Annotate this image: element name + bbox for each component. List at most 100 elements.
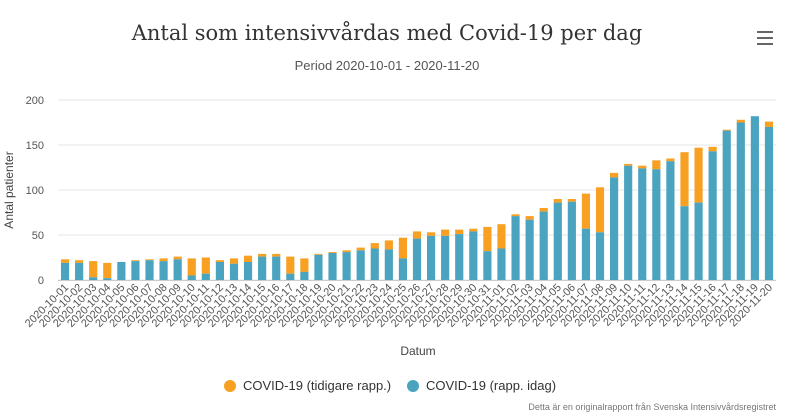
x-axis-title: Datum [400,344,435,358]
y-axis-title: Antal patienter [2,151,16,228]
bar-tidigare-rapp [483,226,492,252]
bar-tidigare-rapp [272,253,281,257]
bar-tidigare-rapp [525,216,534,220]
legend-item-idag[interactable]: COVID-19 (rapp. idag) [407,378,556,393]
bar-tidigare-rapp [356,247,365,251]
bar-rapp-idag [412,238,422,280]
bar-tidigare-rapp [680,152,689,207]
bar-rapp-idag [356,250,365,280]
bar-tidigare-rapp [610,172,619,178]
bar-tidigare-rapp [553,199,562,203]
bar-tidigare-rapp [455,229,464,235]
bar-rapp-idag [652,169,661,280]
bar-tidigare-rapp [300,258,309,272]
bar-tidigare-rapp [159,258,168,262]
bar-rapp-idag [610,177,619,280]
y-tick-label: 150 [26,140,44,152]
bar-tidigare-rapp [469,228,478,232]
bar-tidigare-rapp [666,158,675,162]
bar-tidigare-rapp [638,165,647,169]
bar-tidigare-rapp [595,187,605,233]
bar-tidigare-rapp [652,160,661,170]
bar-rapp-idag [624,165,633,280]
legend-marker-idag [407,380,419,392]
bar-rapp-idag [680,206,689,280]
bar-rapp-idag [328,253,337,280]
bars [60,116,774,280]
bar-tidigare-rapp [229,258,239,264]
x-axis-ticks: 2020-10-012020-10-022020-10-032020-10-04… [23,282,775,330]
chart-subtitle: Period 2020-10-01 - 2020-11-20 [295,58,480,73]
bar-rapp-idag [581,228,591,280]
bar-tidigare-rapp [103,262,112,279]
bar-tidigare-rapp [60,259,70,263]
bar-tidigare-rapp [342,250,351,253]
bar-tidigare-rapp [511,214,520,217]
bar-rapp-idag [553,202,562,280]
bar-rapp-idag [455,234,464,280]
bar-rapp-idag [539,211,548,280]
bar-rapp-idag [511,216,520,280]
bar-rapp-idag [736,122,745,280]
credits-text[interactable]: Detta är en originalrapport från Svenska… [528,402,776,412]
hamburger-menu-icon[interactable] [753,27,777,49]
bar-tidigare-rapp [258,253,267,257]
y-tick-label: 100 [26,185,44,197]
bar-rapp-idag [229,263,239,280]
bar-rapp-idag [370,248,379,280]
bar-tidigare-rapp [75,260,84,263]
bar-tidigare-rapp [426,232,436,236]
bar-tidigare-rapp [173,256,182,260]
bar-tidigare-rapp [539,208,548,212]
bar-tidigare-rapp [722,129,731,131]
y-tick-label: 50 [32,230,44,242]
y-tick-label: 0 [38,275,44,287]
bar-rapp-idag [384,249,393,280]
bar-tidigare-rapp [89,261,98,278]
bar-rapp-idag [131,261,140,280]
bar-tidigare-rapp [370,243,379,249]
bar-rapp-idag [595,232,605,280]
bar-tidigare-rapp [708,146,717,152]
bar-rapp-idag [159,261,168,280]
bar-rapp-idag [117,262,126,280]
bar-rapp-idag [60,262,70,280]
bar-rapp-idag [342,252,351,280]
bar-tidigare-rapp [131,260,140,262]
legend-item-tidigare[interactable]: COVID-19 (tidigare rapp.) [224,378,391,393]
bar-rapp-idag [483,251,492,280]
y-axis-ticks: 0 50 100 150 200 [26,95,44,287]
menu-line [757,37,773,39]
bar-tidigare-rapp [624,163,633,166]
bar-rapp-idag [145,260,154,280]
bar-rapp-idag [187,275,196,280]
chart-title: Antal som intensivvårdas med Covid-19 pe… [131,21,643,45]
bar-tidigare-rapp [187,258,196,276]
bar-rapp-idag [441,235,450,280]
bar-tidigare-rapp [215,260,224,262]
bar-tidigare-rapp [412,231,422,239]
bar-tidigare-rapp [145,259,154,261]
bar-tidigare-rapp [328,252,337,253]
bar-rapp-idag [173,259,182,280]
bar-rapp-idag [525,219,534,280]
bar-tidigare-rapp [441,229,450,236]
bar-tidigare-rapp [694,147,703,203]
bar-tidigare-rapp [736,119,745,123]
bar-tidigare-rapp [497,224,506,249]
bar-rapp-idag [300,271,309,280]
bar-rapp-idag [75,262,84,280]
bar-tidigare-rapp [398,237,408,259]
bar-rapp-idag [398,258,408,280]
bar-rapp-idag [497,248,506,280]
bar-tidigare-rapp [243,255,253,262]
menu-line [757,31,773,33]
bar-rapp-idag [638,168,647,280]
legend-marker-tidigare [224,380,236,392]
bar-rapp-idag [666,161,675,280]
bar-rapp-idag [272,256,281,280]
bar-rapp-idag [708,151,717,280]
legend: COVID-19 (tidigare rapp.) COVID-19 (rapp… [224,378,556,393]
bar-rapp-idag [215,262,224,280]
